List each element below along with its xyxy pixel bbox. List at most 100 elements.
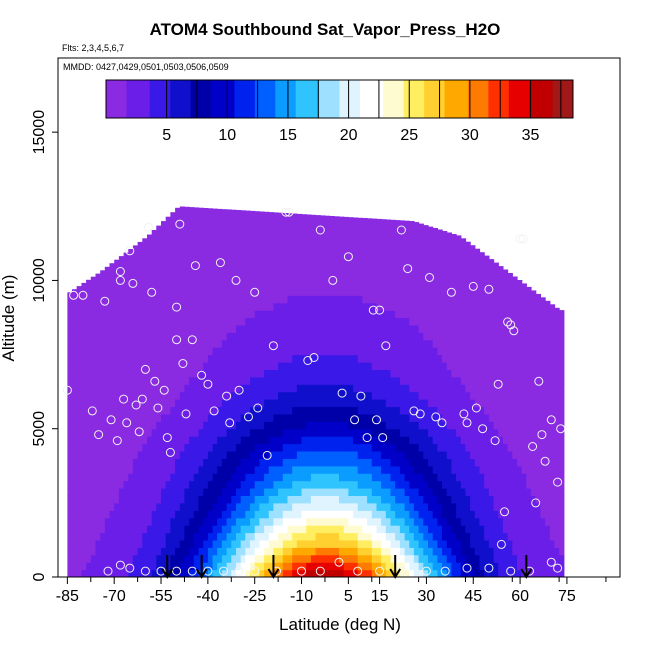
heatmap-cell xyxy=(456,324,462,333)
heatmap-cell xyxy=(250,221,256,230)
heatmap-cell xyxy=(170,443,176,452)
heatmap-cell xyxy=(353,406,359,415)
heatmap-cell xyxy=(310,324,317,333)
heatmap-cell xyxy=(212,208,218,215)
heatmap-cell xyxy=(207,295,214,304)
heatmap-cell xyxy=(517,517,523,526)
heatmap-cell xyxy=(390,221,396,230)
heatmap-cell xyxy=(203,443,209,452)
heatmap-cell xyxy=(395,502,401,511)
observation-point xyxy=(100,296,110,306)
heatmap-cell xyxy=(179,436,186,445)
heatmap-cell xyxy=(371,391,378,400)
heatmap-cell xyxy=(90,539,97,548)
heatmap-cell xyxy=(221,569,228,577)
heatmap-cell xyxy=(268,369,275,378)
heatmap-cell xyxy=(306,473,312,482)
heatmap-cell xyxy=(357,265,363,274)
heatmap-cell xyxy=(301,369,307,378)
heatmap-cell xyxy=(282,213,289,222)
heatmap-cell xyxy=(217,213,223,222)
heatmap-cell xyxy=(221,369,228,378)
heatmap-cell xyxy=(488,458,495,467)
heatmap-cell xyxy=(535,347,541,356)
heatmap-cell xyxy=(264,228,270,237)
heatmap-cell xyxy=(95,539,101,548)
heatmap-cell xyxy=(296,532,303,541)
heatmap-cell xyxy=(207,473,214,482)
heatmap-cell xyxy=(362,436,368,445)
heatmap-cell xyxy=(371,347,378,356)
heatmap-cell xyxy=(282,384,289,393)
heatmap-cell xyxy=(245,332,251,341)
heatmap-cell xyxy=(395,295,401,304)
heatmap-cell xyxy=(67,465,73,474)
heatmap-cell xyxy=(100,287,106,296)
heatmap-cell xyxy=(198,532,204,541)
heatmap-cell xyxy=(540,451,546,459)
heatmap-cell xyxy=(137,569,143,577)
heatmap-cell xyxy=(259,539,265,548)
heatmap-cell xyxy=(301,250,307,259)
heatmap-cell xyxy=(161,287,167,296)
heatmap-cell xyxy=(81,495,87,504)
heatmap-cell xyxy=(540,443,546,452)
heatmap-cell xyxy=(428,235,434,244)
heatmap-cell xyxy=(254,554,260,563)
heatmap-cell xyxy=(428,347,434,356)
heatmap-cell xyxy=(390,391,396,400)
heatmap-cell xyxy=(161,547,167,556)
heatmap-cell xyxy=(273,465,279,474)
heatmap-cell xyxy=(240,280,246,289)
heatmap-cell xyxy=(81,413,87,422)
heatmap-cell xyxy=(76,465,82,474)
heatmap-cell xyxy=(156,362,162,370)
heatmap-cell xyxy=(324,554,331,563)
heatmap-cell xyxy=(456,235,462,244)
heatmap-cell xyxy=(353,302,359,311)
heatmap-cell xyxy=(161,406,167,415)
heatmap-cell xyxy=(423,451,429,459)
heatmap-cell xyxy=(207,250,214,259)
heatmap-cell xyxy=(521,495,527,504)
heatmap-cell xyxy=(161,221,167,230)
heatmap-cell xyxy=(175,421,181,430)
heatmap-cell xyxy=(123,428,129,437)
heatmap-cell xyxy=(189,451,195,459)
heatmap-cell xyxy=(95,428,101,437)
observation-point xyxy=(209,406,219,416)
heatmap-cell xyxy=(521,302,527,311)
heatmap-cell xyxy=(189,502,195,511)
heatmap-cell xyxy=(456,562,462,571)
heatmap-cell xyxy=(446,280,452,289)
heatmap-cell xyxy=(531,295,537,304)
heatmap-cell xyxy=(367,391,373,400)
heatmap-cell xyxy=(460,287,467,296)
heatmap-cell xyxy=(203,280,209,289)
heatmap-cell xyxy=(123,317,129,326)
heatmap-cell xyxy=(226,273,232,281)
heatmap-cell xyxy=(399,362,406,370)
heatmap-cell xyxy=(231,547,237,556)
heatmap-cell xyxy=(306,517,312,526)
heatmap-cell xyxy=(390,273,396,281)
heatmap-cell xyxy=(470,273,476,281)
heatmap-cell xyxy=(334,517,340,526)
heatmap-cell xyxy=(474,310,481,319)
heatmap-cell xyxy=(118,465,125,474)
heatmap-cell xyxy=(273,324,279,333)
heatmap-cell xyxy=(353,428,359,437)
heatmap-cell xyxy=(114,399,120,408)
heatmap-cell xyxy=(170,235,176,244)
heatmap-cell xyxy=(81,317,87,326)
heatmap-cell xyxy=(156,465,162,474)
heatmap-cell xyxy=(428,458,434,467)
heatmap-cell xyxy=(264,273,270,281)
heatmap-cell xyxy=(72,384,78,393)
heatmap-cell xyxy=(282,473,289,482)
heatmap-cell xyxy=(231,399,237,408)
heatmap-cell xyxy=(86,532,92,541)
heatmap-cell xyxy=(161,399,167,408)
heatmap-cell xyxy=(399,391,406,400)
heatmap-cell xyxy=(428,226,434,230)
